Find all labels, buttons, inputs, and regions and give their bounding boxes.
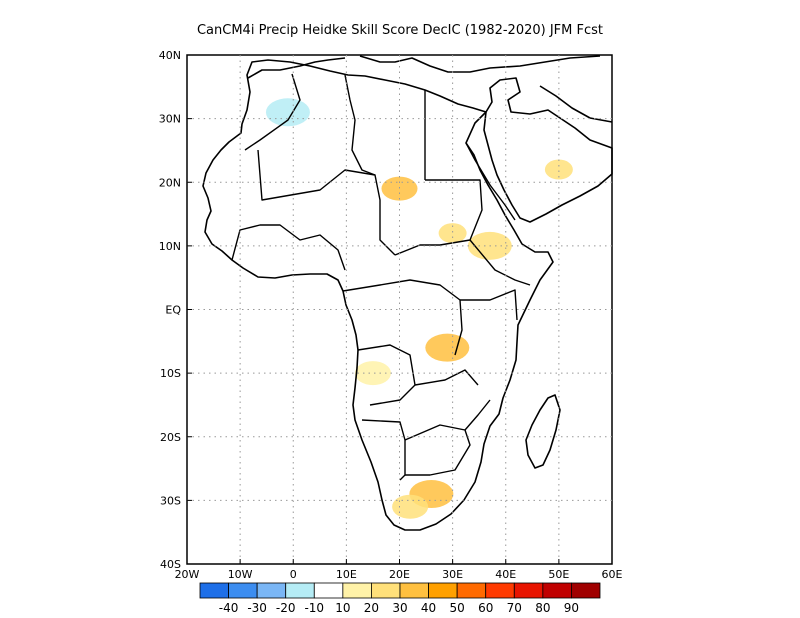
colorbar-swatch — [313, 582, 344, 599]
colorbar-swatch — [485, 582, 515, 599]
colorbar — [199, 582, 601, 599]
colorbar-label: 90 — [564, 601, 579, 615]
iberia-coast — [247, 57, 346, 79]
border-congo — [342, 279, 463, 356]
lat-tick-label: 40N — [159, 49, 181, 62]
colorbar-label: -20 — [276, 601, 296, 615]
lon-tick-label: 20W — [175, 568, 200, 581]
skill-region — [454, 375, 483, 396]
skill-region — [354, 361, 391, 386]
skill-region — [392, 494, 429, 519]
chart-title: CanCM4i Precip Heidke Skill Score DecIC … — [197, 23, 603, 38]
colorbar-labels: -40 -30 -20 -10 10 20 30 40 50 60 70 80 90 — [219, 601, 579, 615]
colorbar-label: 80 — [535, 601, 550, 615]
colorbar-swatch — [285, 582, 315, 599]
lat-tick-label: 40S — [160, 558, 181, 571]
colorbar-swatch — [371, 582, 401, 599]
lat-tick-label: 20N — [159, 176, 181, 189]
colorbar-label: -10 — [304, 601, 324, 615]
skill-region — [381, 176, 418, 201]
border-zambia — [414, 369, 479, 386]
lon-tick-label: 10E — [336, 568, 357, 581]
lat-tick-label: 10S — [160, 367, 181, 380]
skill-region — [236, 235, 265, 256]
border-mozambique — [464, 399, 491, 431]
lon-tick-label: 20E — [389, 568, 410, 581]
skill-region — [544, 159, 573, 180]
madagascar-outline — [525, 394, 561, 469]
colorbar-swatch — [456, 582, 487, 599]
colorbar-swatch — [256, 582, 287, 599]
colorbar-swatch — [399, 582, 429, 599]
lat-tick-label: 10N — [159, 240, 181, 253]
colorbar-label: 20 — [364, 601, 379, 615]
border-sahel — [257, 149, 396, 256]
lat-tick-label: 30S — [160, 494, 181, 507]
colorbar-swatch — [428, 582, 458, 599]
colorbar-label: 60 — [478, 601, 493, 615]
border-west-africa — [231, 224, 346, 271]
longitude-tick-labels: 20W 10W 0 10E 20E 30E 40E 50E 60E — [175, 559, 623, 581]
lon-tick-label: 10W — [228, 568, 253, 581]
lon-tick-label: 40E — [495, 568, 516, 581]
border-angola — [357, 344, 416, 406]
lat-tick-label: 20S — [160, 431, 181, 444]
colorbar-label: 40 — [421, 601, 436, 615]
border-algeria-libya — [344, 74, 376, 176]
africa-outline — [202, 59, 554, 531]
border-botswana — [404, 424, 471, 476]
lon-tick-label: 30E — [442, 568, 463, 581]
colorbar-swatch — [199, 582, 229, 599]
colorbar-label: -40 — [219, 601, 239, 615]
border-ethiopia — [469, 239, 531, 286]
colorbar-label: 30 — [392, 601, 407, 615]
skill-region — [265, 98, 310, 127]
mediterranean-north-coast — [359, 55, 601, 73]
lat-tick-label: EQ — [165, 304, 181, 317]
gridlines — [187, 55, 612, 564]
lon-tick-label: 50E — [548, 568, 569, 581]
skill-region — [438, 223, 467, 244]
lon-tick-label: 0 — [290, 568, 297, 581]
lat-tick-label: 30N — [159, 113, 181, 126]
colorbar-label: 70 — [507, 601, 522, 615]
colorbar-swatch — [228, 582, 258, 599]
skill-region — [425, 333, 470, 362]
border-red-sea — [465, 142, 516, 221]
colorbar-label: -30 — [247, 601, 267, 615]
lon-tick-label: 60E — [602, 568, 623, 581]
border-east-africa — [460, 289, 518, 321]
border-morocco-algeria — [244, 73, 301, 151]
colorbar-swatch — [571, 582, 601, 599]
colorbar-label: 50 — [450, 601, 465, 615]
latitude-tick-labels: 40N 30N 20N 10N EQ 10S 20S 30S 40S — [159, 49, 192, 571]
iran-coast — [539, 85, 613, 123]
colorbar-label: 10 — [335, 601, 350, 615]
colorbar-swatch — [513, 582, 544, 599]
colorbar-swatch — [542, 582, 572, 599]
country-borders — [231, 73, 531, 481]
colorbar-swatch — [342, 582, 372, 599]
